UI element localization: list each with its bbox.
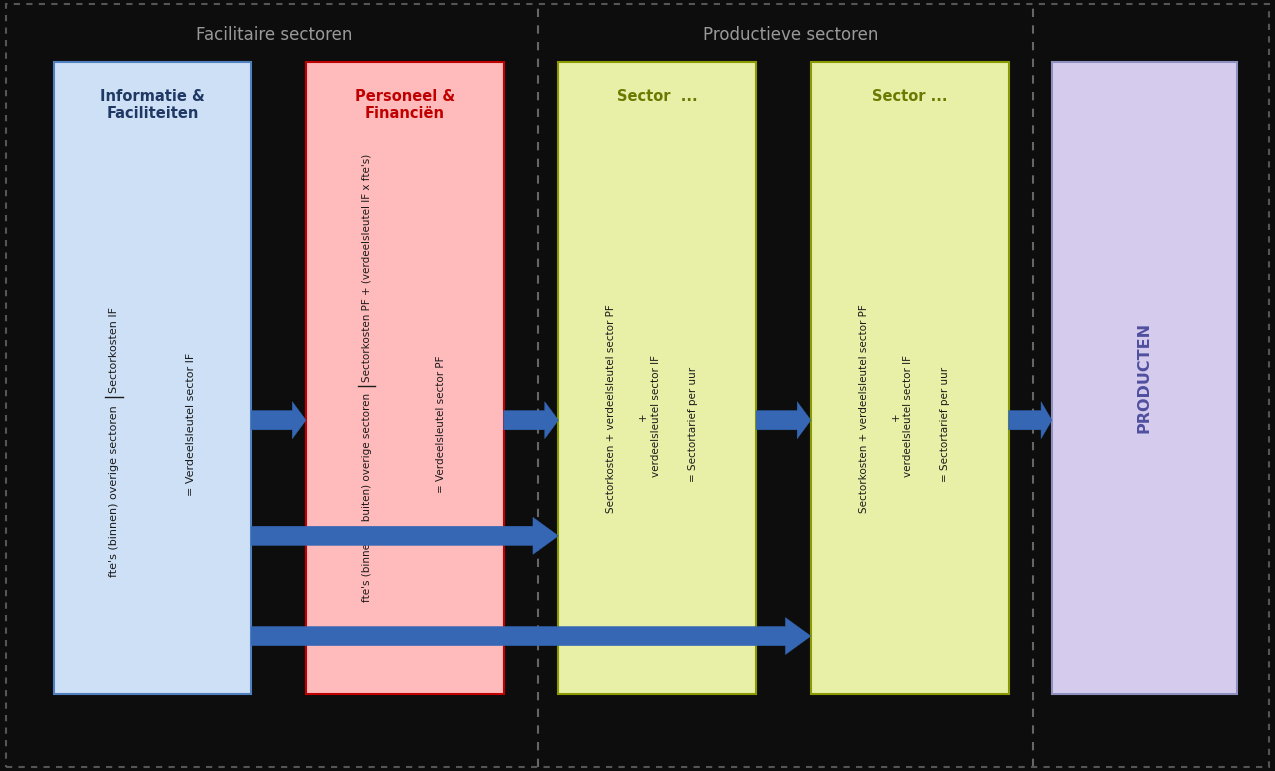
Text: = Sectortarief per uur: = Sectortarief per uur: [941, 366, 950, 482]
Text: Personeel &
Financiën: Personeel & Financiën: [354, 89, 455, 121]
Polygon shape: [1009, 402, 1052, 439]
Text: fte's (binnen + buiten) overige sectoren: fte's (binnen + buiten) overige sectoren: [362, 393, 371, 602]
Text: Productieve sectoren: Productieve sectoren: [703, 25, 878, 44]
Text: PRODUCTEN: PRODUCTEN: [1137, 322, 1151, 433]
Polygon shape: [251, 402, 306, 439]
Text: Sectorkosten + verdeelsleutel sector PF: Sectorkosten + verdeelsleutel sector PF: [607, 305, 616, 513]
Text: = Verdeelsleutel sector PF: = Verdeelsleutel sector PF: [436, 355, 445, 493]
Text: = Verdeelsleutel sector IF: = Verdeelsleutel sector IF: [186, 352, 195, 496]
Polygon shape: [251, 618, 811, 655]
Text: +
verdeelsleutel sector IF: + verdeelsleutel sector IF: [639, 355, 660, 477]
Text: Facilitaire sectoren: Facilitaire sectoren: [196, 25, 352, 44]
FancyBboxPatch shape: [1052, 62, 1237, 694]
FancyBboxPatch shape: [811, 62, 1009, 694]
Text: Informatie &
Faciliteiten: Informatie & Faciliteiten: [99, 89, 205, 121]
Text: +
verdeelsleutel sector IF: + verdeelsleutel sector IF: [891, 355, 913, 477]
Text: Sector  ...: Sector ...: [617, 89, 697, 103]
Text: Sector ...: Sector ...: [872, 89, 947, 103]
FancyBboxPatch shape: [306, 62, 504, 694]
Polygon shape: [756, 402, 811, 439]
FancyBboxPatch shape: [558, 62, 756, 694]
Text: fte's (binnen) overige sectoren: fte's (binnen) overige sectoren: [110, 405, 119, 577]
Text: Sectorkosten IF: Sectorkosten IF: [110, 307, 119, 393]
Text: Sectorkosten + verdeelsleutel sector PF: Sectorkosten + verdeelsleutel sector PF: [859, 305, 868, 513]
Polygon shape: [504, 402, 558, 439]
Text: Sectorkosten PF + (verdeelsleutel IF x fte's): Sectorkosten PF + (verdeelsleutel IF x f…: [362, 153, 371, 382]
Polygon shape: [251, 517, 558, 554]
Text: = Sectortarief per uur: = Sectortarief per uur: [688, 366, 697, 482]
FancyBboxPatch shape: [54, 62, 251, 694]
